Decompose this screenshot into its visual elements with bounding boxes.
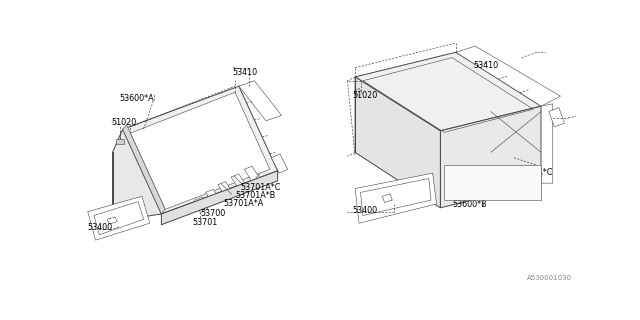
- Text: A530001030: A530001030: [527, 275, 572, 281]
- Polygon shape: [355, 173, 436, 223]
- Text: 53701: 53701: [193, 218, 218, 227]
- Polygon shape: [244, 166, 260, 182]
- Polygon shape: [88, 196, 150, 240]
- Text: 51020: 51020: [353, 91, 378, 100]
- Polygon shape: [231, 174, 246, 189]
- Polygon shape: [355, 77, 440, 208]
- Polygon shape: [195, 197, 208, 212]
- Polygon shape: [131, 92, 270, 209]
- Polygon shape: [161, 171, 278, 225]
- Text: 53600*A: 53600*A: [119, 94, 154, 103]
- Polygon shape: [218, 182, 234, 197]
- Text: 53701A*B: 53701A*B: [235, 191, 275, 200]
- Polygon shape: [541, 104, 553, 183]
- Text: 51020: 51020: [111, 118, 136, 127]
- Text: 53700: 53700: [200, 209, 225, 218]
- Text: 53701A*A: 53701A*A: [223, 199, 264, 208]
- Text: 53400: 53400: [88, 223, 113, 232]
- Polygon shape: [205, 189, 221, 205]
- Polygon shape: [116, 139, 124, 144]
- Text: 53701A*C: 53701A*C: [513, 168, 553, 177]
- Text: 53600*B: 53600*B: [452, 200, 486, 209]
- Text: 53400: 53400: [353, 206, 378, 215]
- Polygon shape: [549, 108, 564, 127]
- Polygon shape: [355, 52, 541, 131]
- Polygon shape: [456, 46, 561, 106]
- Text: 53410: 53410: [233, 68, 258, 77]
- Polygon shape: [123, 86, 278, 214]
- Polygon shape: [440, 106, 541, 208]
- Text: 53410: 53410: [474, 61, 499, 70]
- Polygon shape: [271, 154, 288, 173]
- Polygon shape: [113, 129, 161, 222]
- Polygon shape: [444, 165, 541, 200]
- Text: 53701A*B: 53701A*B: [465, 183, 506, 192]
- Polygon shape: [239, 81, 282, 121]
- Polygon shape: [123, 124, 165, 214]
- Text: 53701A*C: 53701A*C: [241, 183, 281, 192]
